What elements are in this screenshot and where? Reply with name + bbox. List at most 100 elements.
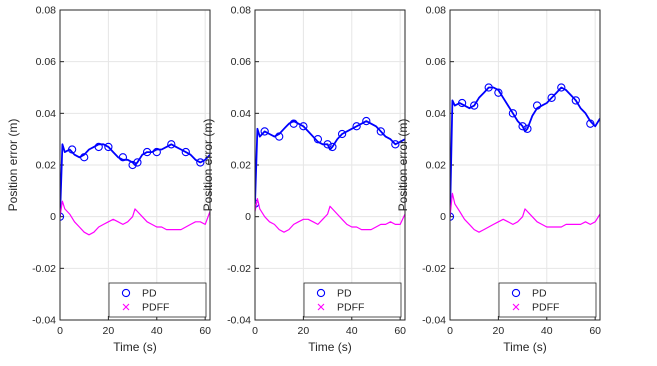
- chart-panel-1: -0.04 -0.02 0 0.02 0.04 0.06 0.08 0 20 40 60 Time (…: [6, 5, 211, 355]
- pd-marker-point: [196, 158, 205, 167]
- series-line-pdff: [60, 200, 210, 236]
- legend-marker-circle: [316, 288, 326, 298]
- pd-marker-point: [362, 116, 371, 126]
- legend-marker-circle: [511, 288, 521, 298]
- legend-entry-pdff: PDFF: [532, 302, 559, 314]
- pd-marker-point: [494, 88, 503, 97]
- pd-marker-point: [470, 101, 479, 110]
- legend-marker-x: [317, 303, 325, 311]
- legend-box: [498, 282, 597, 318]
- legend-entry-pdff: PDFF: [142, 302, 169, 314]
- x-tick-label: 40: [541, 325, 553, 337]
- x-axis-label: Time (s): [308, 340, 352, 354]
- x-axis-label: Time (s): [113, 340, 157, 354]
- axes-frame: [254, 9, 406, 321]
- series-line-pdff: [255, 198, 405, 233]
- y-tick-label: -0.04: [227, 315, 251, 327]
- pd-marker-point: [152, 147, 161, 157]
- x-tick-label: 20: [103, 325, 115, 337]
- legend-entry-pdff: PDFF: [337, 302, 364, 314]
- pd-marker-point: [557, 83, 566, 92]
- pd-marker-point: [260, 127, 269, 136]
- legend: PD PDFF: [108, 282, 207, 318]
- legend-entry-pd: PD: [532, 288, 547, 300]
- y-tick-label: 0.06: [426, 56, 447, 68]
- x-tick-label: 60: [199, 325, 211, 337]
- x-tick-label: 60: [394, 325, 406, 337]
- chart-panel-2: -0.04 -0.02 0 0.02 0.04 0.06 0.08 0 20 40 60 Time (…: [201, 5, 406, 355]
- pd-marker-point: [352, 122, 361, 131]
- x-tick-label: 0: [447, 325, 453, 337]
- legend-marker-x: [122, 303, 130, 311]
- pd-marker-point: [571, 96, 580, 105]
- y-tick-label: 0.08: [231, 5, 252, 17]
- plot-series: [255, 116, 405, 233]
- y-tick-label: 0.06: [36, 56, 57, 68]
- pd-marker-point: [118, 153, 128, 162]
- x-tick-label: 60: [589, 325, 601, 337]
- y-tick-label: 0.08: [36, 5, 57, 17]
- x-tick-label: 40: [151, 325, 163, 337]
- y-tick-label: -0.02: [422, 263, 446, 275]
- y-tick-label: 0: [245, 211, 251, 223]
- pd-marker-point: [289, 119, 298, 128]
- charts-container: -0.04 -0.02 0 0.02 0.04 0.06 0.08 0 20 40 60 Time (…: [6, 5, 601, 355]
- y-tick-label: 0.02: [426, 160, 447, 172]
- pd-marker-point: [181, 147, 190, 157]
- y-tick-label: -0.04: [32, 315, 56, 327]
- legend-box: [303, 282, 402, 318]
- pd-marker-point: [518, 122, 527, 131]
- pd-marker-point: [328, 142, 337, 152]
- pd-marker-point: [391, 140, 400, 149]
- y-tick-label: -0.02: [227, 263, 251, 275]
- y-tick-label: 0.06: [231, 56, 252, 68]
- axes-frame: [59, 9, 211, 321]
- y-tick-label: 0.04: [36, 108, 57, 120]
- x-tick-label: 0: [57, 325, 63, 337]
- pd-marker-point: [508, 109, 518, 118]
- legend-marker-circle: [121, 288, 131, 298]
- plot-series: [60, 140, 210, 236]
- plot-series: [450, 83, 600, 233]
- pd-marker-point: [142, 147, 152, 157]
- y-axis-label: Position error (m): [6, 119, 20, 212]
- pd-marker-point: [104, 142, 113, 152]
- legend: PD PDFF: [498, 282, 597, 318]
- pd-marker-point: [547, 93, 556, 102]
- pd-marker-point: [80, 153, 89, 162]
- x-axis-label: Time (s): [503, 340, 547, 354]
- x-tick-label: 40: [346, 325, 358, 337]
- y-tick-label: 0: [440, 211, 446, 223]
- x-tick-label: 20: [493, 325, 505, 337]
- y-tick-label: 0.04: [231, 108, 252, 120]
- pd-marker-point: [128, 160, 137, 170]
- pd-marker-point: [337, 129, 347, 139]
- pd-marker-point: [67, 145, 77, 154]
- pd-marker-point: [450, 212, 455, 221]
- y-axis-label: Position error (m): [396, 119, 410, 212]
- y-tick-label: 0.02: [36, 160, 57, 172]
- legend: PD PDFF: [303, 282, 402, 318]
- pd-marker-point: [133, 158, 142, 167]
- y-tick-label: 0.02: [231, 160, 252, 172]
- y-tick-label: 0.08: [426, 5, 447, 17]
- pd-marker-point: [275, 132, 284, 141]
- legend-box: [108, 282, 207, 318]
- y-axis-label: Position error (m): [201, 119, 215, 212]
- y-tick-label: -0.02: [32, 263, 56, 275]
- series-line-pdff: [450, 192, 600, 233]
- pd-marker-point: [376, 127, 385, 136]
- pd-marker-point: [457, 98, 467, 108]
- pd-marker-point: [532, 101, 542, 110]
- pd-marker-point: [167, 140, 176, 149]
- chart-panel-3: -0.04 -0.02 0 0.02 0.04 0.06 0.08 0 20 40 60 Time (…: [396, 5, 601, 355]
- pd-marker-point: [299, 122, 308, 131]
- x-tick-label: 0: [252, 325, 258, 337]
- pd-marker-point: [586, 119, 595, 128]
- pd-marker-point: [323, 140, 332, 149]
- y-tick-label: 0.04: [426, 108, 447, 120]
- pd-marker-point: [484, 83, 493, 92]
- legend-marker-x: [512, 303, 520, 311]
- pd-marker-point: [313, 135, 323, 144]
